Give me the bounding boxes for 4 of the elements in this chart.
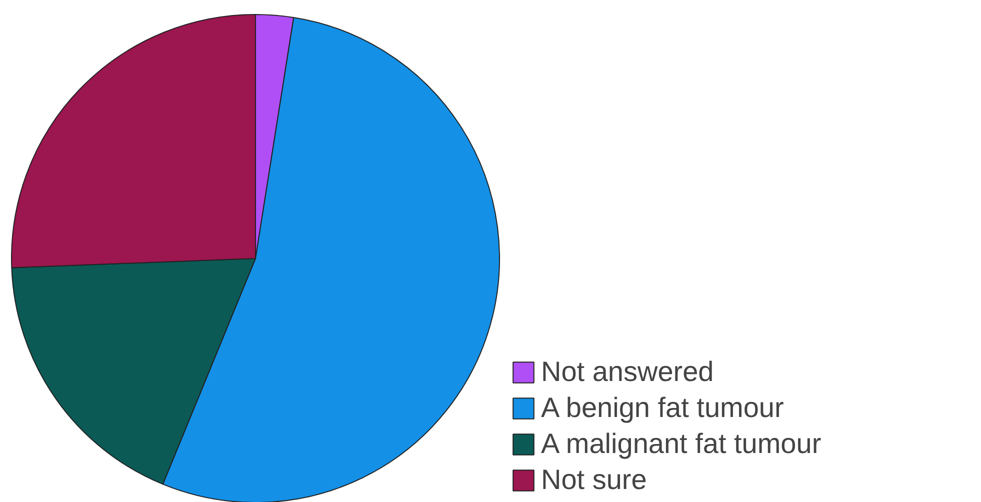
legend-label: A benign fat tumour — [541, 392, 784, 424]
legend-label: A malignant fat tumour — [541, 428, 822, 460]
legend-label: Not answered — [541, 356, 714, 388]
legend-label: Not sure — [541, 464, 647, 496]
